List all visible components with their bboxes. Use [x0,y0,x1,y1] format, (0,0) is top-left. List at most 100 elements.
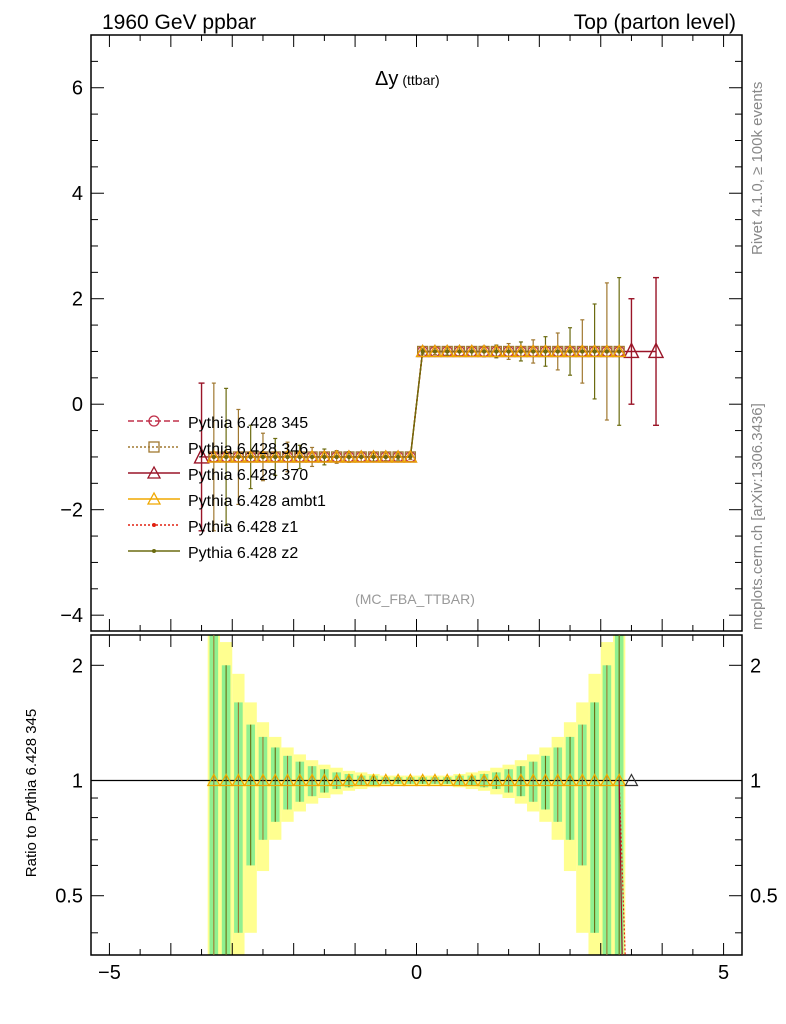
data-point [329,449,344,463]
data-point [445,349,450,354]
data-point [587,344,602,358]
main-title-sub: (ttbar) [402,72,439,88]
ratio-point [587,773,602,787]
x-tick-label: 5 [718,962,729,984]
data-point [346,454,351,459]
data-point [506,349,511,354]
legend-marker [148,415,160,427]
data-point [575,344,590,358]
data-point [206,449,221,463]
data-point [562,344,578,358]
header-right: Top (parton level) [574,11,736,34]
ratio-370-trend [618,780,623,956]
y-tick-label: −2 [60,500,83,522]
ratio-point [317,773,332,787]
mcplots-label: mcplots.cern.ch [arXiv:1306.3436] [749,403,766,630]
data-point [390,449,406,463]
data-point [359,454,364,459]
data-point [322,454,327,459]
data-point [341,449,357,463]
data-point [440,344,455,358]
data-point [457,349,462,354]
ratio-point [464,773,479,787]
data-point [604,349,609,354]
data-point-370 [623,341,640,359]
data-point [518,349,523,354]
ratio-point [268,773,283,787]
ratio-point [489,773,504,787]
data-point [580,349,585,354]
ratio-point [415,773,430,787]
data-point-370 [193,447,210,464]
data-point [268,449,283,463]
legend-label: Pythia 6.428 ambt1 [188,493,326,510]
ratio-point [599,773,614,787]
data-point [408,454,413,459]
data-point [550,344,565,358]
ratio-point [501,773,516,787]
ratio-point [403,773,418,787]
data-point [255,449,271,463]
data-point [482,349,487,354]
data-point [310,454,315,459]
watermark: (MC_FBA_TTBAR) [355,591,475,607]
data-point [260,454,265,459]
data-point [366,449,381,463]
data-point [231,449,246,463]
legend: Pythia 6.428 345 Pythia 6.428 346 Pythia 6… [128,415,326,562]
legend-marker [152,549,156,553]
data-point [292,449,307,463]
series-line [213,350,620,458]
data-point [297,454,302,459]
ratio-y-tick-label: 0.5 [750,886,778,908]
legend-marker [146,465,162,479]
y-tick-label: 0 [72,394,83,416]
ratio-point [526,773,541,787]
data-point [543,349,548,354]
ratio-point [354,773,369,787]
ratio-point [427,773,443,787]
legend-label: Pythia 6.428 345 [188,415,308,432]
ratio-point [341,773,357,787]
ratio-point [538,773,553,787]
ratio-y-tick-label: 2 [750,655,761,677]
ratio-point [452,773,467,787]
data-point [371,454,376,459]
ratio-ylabel: Ratio to Pythia 6.428 345 [23,709,40,877]
ratio-point [575,773,590,787]
data-point [383,454,388,459]
y-tick-label: 4 [72,183,83,205]
data-point [378,449,393,463]
data-point [280,449,295,463]
data-point [403,449,418,463]
legend-marker [148,441,160,453]
data-point [427,344,443,358]
data-point [612,344,627,358]
ratio-point [206,773,221,787]
data-point [273,454,278,459]
legend-label: Pythia 6.428 370 [188,467,308,484]
data-point [494,349,499,354]
data-point [236,454,241,459]
data-point [304,449,320,463]
data-point [224,454,229,459]
data-point [538,344,553,358]
data-point [513,344,529,358]
ratio-point [329,773,344,787]
data-point [396,454,401,459]
data-point [568,349,573,354]
ratio-point [390,773,406,787]
data-point [469,349,474,354]
legend-marker [152,523,156,527]
ratio-point [476,773,492,787]
data-point [354,449,369,463]
data-point [592,349,597,354]
ratio-point [292,773,307,787]
data-point [476,344,492,358]
ratio-point-370 [624,773,639,787]
data-point [464,344,479,358]
ratio-y-tick-label: 0.5 [55,886,83,908]
data-point [489,344,504,358]
data-point [555,349,560,354]
data-point [243,449,258,463]
